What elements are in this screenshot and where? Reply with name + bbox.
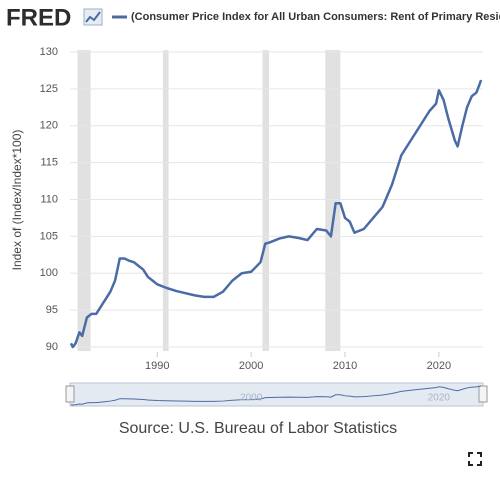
y-axis-title: Index of (Index/Index*100): [10, 130, 24, 271]
x-tick-label: 2020: [427, 360, 451, 372]
navigator-tick-label: 2020: [428, 393, 451, 404]
source: Source: U.S. Bureau of Labor Statistics: [119, 420, 397, 437]
navigator: [65, 382, 488, 407]
y-tick-label: 125: [40, 83, 58, 95]
navigator-tick-label: 2000: [240, 393, 263, 404]
series-line: [69, 79, 483, 349]
x-tick-label: 1990: [145, 360, 169, 372]
fullscreen-button[interactable]: [468, 452, 482, 466]
y-tick-label: 90: [46, 341, 58, 353]
legend-label: (Consumer Price Index for All Urban Cons…: [131, 11, 500, 23]
y-tick-label: 95: [46, 304, 58, 316]
recession-band: [77, 50, 91, 351]
logo-icon: [83, 8, 103, 26]
y-tick-label: 100: [40, 267, 58, 279]
recession-band: [162, 50, 169, 351]
x-tick-label: 2000: [239, 360, 263, 372]
y-tick-label: 110: [40, 193, 58, 205]
y-tick-label: 115: [40, 157, 58, 169]
navigator-line: [70, 385, 482, 406]
y-tick-label: 105: [40, 230, 58, 242]
recession-band: [325, 50, 341, 351]
x-tick-label: 2010: [333, 360, 357, 372]
y-tick-label: 130: [40, 46, 58, 58]
y-tick-label: 120: [40, 120, 58, 132]
logo: FRED: [6, 4, 71, 31]
recession-band: [262, 50, 269, 351]
